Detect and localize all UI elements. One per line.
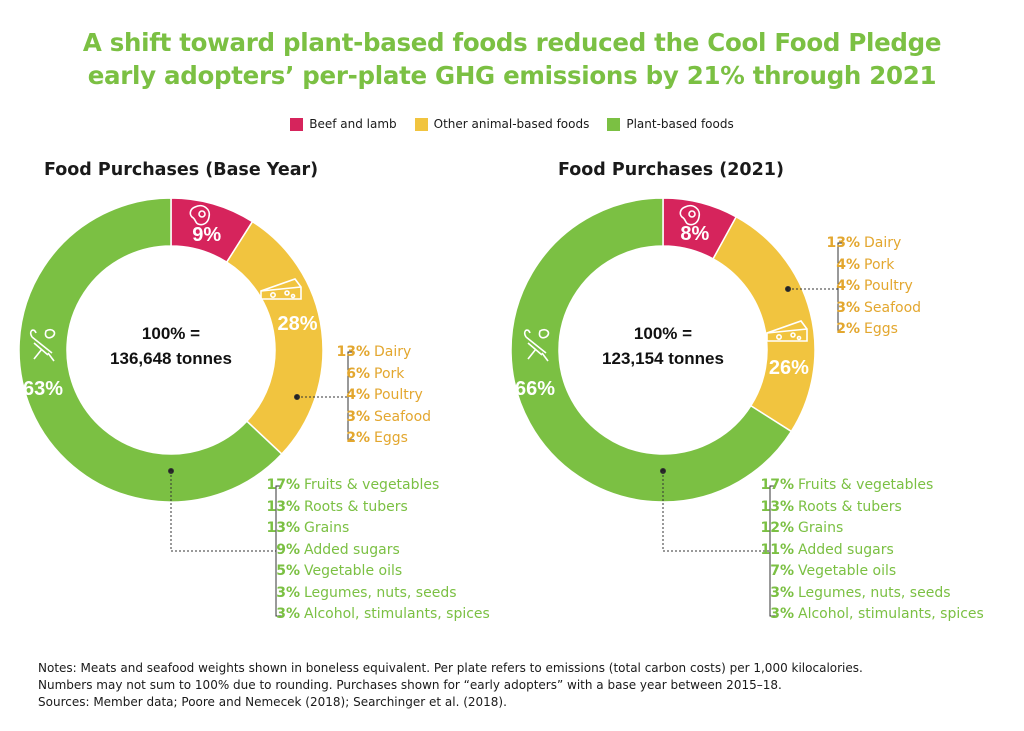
chart-title: A shift toward plant-based foods reduced…	[0, 26, 1024, 92]
donut-2021	[510, 197, 816, 503]
slice-label-2021-animal: 26%	[769, 357, 809, 379]
center-label-2021-line1: 100% =	[634, 324, 692, 343]
title-line-2: early adopters’ per-plate GHG emissions …	[87, 61, 937, 90]
breakdown-item: 17% Fruits & vegetables	[760, 477, 934, 493]
center-label-base-year-line1: 100% =	[142, 324, 200, 343]
chart-2-title: Food Purchases (2021)	[558, 160, 784, 180]
breakdown-item: 13% Grains	[266, 520, 350, 536]
legend-item-plant: Plant-based foods	[607, 117, 734, 131]
steak-icon	[679, 204, 701, 226]
bracket	[275, 485, 282, 617]
breakdown-item: 2% Eggs	[346, 430, 408, 446]
donut-slice-animal	[225, 220, 324, 456]
connector-line	[662, 471, 770, 552]
donut-slice-plant	[18, 197, 283, 503]
breakdown-item: 2% Eggs	[836, 321, 898, 337]
legend-label-beef: Beef and lamb	[309, 117, 397, 131]
vegetables-icon	[523, 328, 550, 362]
breakdown-base-plant: 17% Fruits & vegetables 13% Roots & tubers…	[266, 475, 490, 626]
breakdown-item: 4% Poultry	[836, 278, 913, 294]
note-line-1: Notes: Meats and seafood weights shown i…	[38, 661, 863, 675]
legend: Beef and lamb Other animal-based foods P…	[0, 117, 1024, 131]
breakdown-item: 4% Pork	[836, 256, 895, 273]
breakdown-item: 9% Added sugars	[276, 541, 400, 558]
breakdown-item: 7% Vegetable oils	[770, 563, 897, 579]
breakdown-item: 13% Dairy	[826, 235, 902, 251]
slice-label-2021-plant: 66%	[515, 378, 555, 400]
legend-swatch-plant	[607, 117, 621, 131]
connector-line	[170, 471, 276, 552]
cheese-icon	[260, 278, 302, 300]
breakdown-item: 13% Roots & tubers	[760, 498, 902, 515]
breakdown-2021-animal: 13% Dairy 4% Pork 4% Poultry 3% Seafood 2% Eg…	[826, 233, 921, 341]
vegetables-icon	[29, 328, 56, 362]
breakdown-item: 5% Vegetable oils	[276, 563, 403, 579]
legend-label-other-animal: Other animal-based foods	[433, 117, 590, 131]
legend-swatch-beef	[290, 117, 304, 131]
bracket	[837, 242, 844, 333]
breakdown-base-animal: 13% Dairy 6% Pork 4% Poultry 3% Seafood 2% Eg…	[336, 342, 431, 450]
breakdown-item: 3% Alcohol, stimulants, spices	[770, 606, 984, 622]
chart-1-title: Food Purchases (Base Year)	[44, 160, 319, 180]
note-line-2: Numbers may not sum to 100% due to round…	[38, 678, 782, 692]
cheese-icon	[766, 320, 808, 342]
breakdown-item: 13% Dairy	[336, 344, 412, 360]
slice-label-base-plant: 63%	[23, 378, 63, 400]
breakdown-item: 17% Fruits & vegetables	[266, 477, 440, 493]
breakdown-item: 3% Legumes, nuts, seeds	[770, 584, 951, 601]
bracket	[347, 351, 354, 441]
title-line-1: A shift toward plant-based foods reduced…	[82, 28, 942, 57]
legend-label-plant: Plant-based foods	[626, 117, 734, 131]
note-line-3: Sources: Member data; Poore and Nemecek …	[38, 695, 507, 709]
breakdown-item: 3% Seafood	[346, 408, 432, 425]
legend-swatch-other-animal	[414, 117, 428, 131]
center-label-2021-line2: 123,154 tonnes	[602, 349, 724, 368]
legend-item-beef: Beef and lamb	[290, 117, 397, 131]
steak-icon	[189, 204, 211, 226]
legend-item-other-animal: Other animal-based foods	[414, 117, 590, 131]
connectors	[168, 242, 844, 617]
bracket	[769, 485, 776, 617]
donut-slice-animal	[712, 215, 816, 433]
breakdown-item: 6% Pork	[346, 365, 405, 382]
slice-label-base-beef: 9%	[192, 224, 221, 246]
center-label-base-year-line2: 136,648 tonnes	[110, 349, 232, 368]
breakdown-2021-plant: 17% Fruits & vegetables 13% Roots & tubers…	[760, 475, 984, 626]
slice-label-2021-beef: 8%	[680, 223, 709, 245]
breakdown-item: 4% Poultry	[346, 387, 423, 403]
notes: Notes: Meats and seafood weights shown i…	[38, 660, 863, 711]
breakdown-item: 3% Legumes, nuts, seeds	[276, 584, 457, 601]
breakdown-item: 11% Added sugars	[760, 541, 894, 558]
donut-slice-plant	[510, 197, 793, 503]
breakdown-item: 3% Alcohol, stimulants, spices	[276, 606, 490, 622]
breakdown-item: 3% Seafood	[836, 299, 922, 316]
breakdown-item: 12% Grains	[760, 520, 844, 536]
slice-label-base-animal: 28%	[278, 313, 318, 335]
breakdown-item: 13% Roots & tubers	[266, 498, 408, 515]
